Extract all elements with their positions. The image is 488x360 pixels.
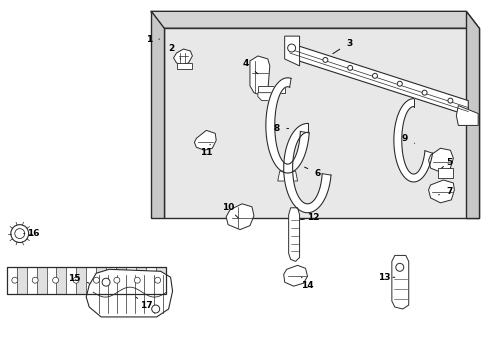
Polygon shape [257,93,274,100]
Polygon shape [289,43,468,116]
Text: 6: 6 [304,167,320,177]
Polygon shape [257,86,284,93]
Text: 16: 16 [24,229,40,238]
Polygon shape [86,267,96,294]
Polygon shape [86,269,172,317]
Text: 3: 3 [332,39,351,54]
Circle shape [73,277,79,283]
Circle shape [134,277,140,283]
Circle shape [15,229,25,239]
Polygon shape [455,105,477,125]
Circle shape [12,277,18,283]
Text: 13: 13 [377,273,394,282]
Text: 8: 8 [273,124,288,133]
Polygon shape [163,28,478,218]
Circle shape [322,58,327,62]
Polygon shape [17,267,27,294]
Polygon shape [283,265,307,286]
Circle shape [154,277,161,283]
Text: 7: 7 [438,188,452,197]
Polygon shape [391,255,408,309]
Circle shape [11,225,29,243]
Polygon shape [37,267,46,294]
Polygon shape [438,168,452,178]
Text: 9: 9 [401,134,414,143]
Polygon shape [176,63,192,69]
Circle shape [421,90,426,95]
Circle shape [93,277,99,283]
Polygon shape [155,267,165,294]
Polygon shape [126,267,136,294]
Polygon shape [150,11,163,218]
Polygon shape [194,130,216,150]
Polygon shape [116,267,126,294]
Circle shape [396,81,402,86]
Polygon shape [173,49,192,65]
Polygon shape [46,267,56,294]
Polygon shape [427,148,452,172]
Polygon shape [27,267,37,294]
Text: 2: 2 [168,44,180,59]
Polygon shape [56,267,66,294]
Text: 4: 4 [243,59,257,74]
Polygon shape [96,267,106,294]
Polygon shape [288,208,299,261]
Circle shape [347,66,352,70]
Circle shape [447,98,452,103]
Circle shape [372,73,377,78]
Text: 10: 10 [222,203,238,218]
Text: 1: 1 [145,35,159,44]
Polygon shape [393,99,432,182]
Polygon shape [136,267,145,294]
Polygon shape [150,11,478,28]
Polygon shape [284,36,299,66]
Polygon shape [283,123,330,213]
Text: 11: 11 [200,144,212,157]
Text: 5: 5 [441,158,451,168]
Polygon shape [66,267,76,294]
Polygon shape [76,267,86,294]
Text: 15: 15 [68,274,89,283]
Polygon shape [225,204,253,230]
Circle shape [114,277,120,283]
Polygon shape [277,171,297,181]
Polygon shape [265,78,308,173]
Circle shape [32,277,38,283]
Text: 12: 12 [300,213,319,222]
Text: 17: 17 [136,297,153,310]
Circle shape [102,278,110,286]
Polygon shape [106,267,116,294]
Text: 14: 14 [301,277,313,290]
Circle shape [151,305,160,313]
Circle shape [287,44,295,52]
Polygon shape [249,56,269,96]
Polygon shape [145,267,155,294]
Polygon shape [427,180,453,203]
Polygon shape [7,267,17,294]
Polygon shape [466,11,478,218]
Circle shape [395,264,403,271]
Circle shape [53,277,59,283]
